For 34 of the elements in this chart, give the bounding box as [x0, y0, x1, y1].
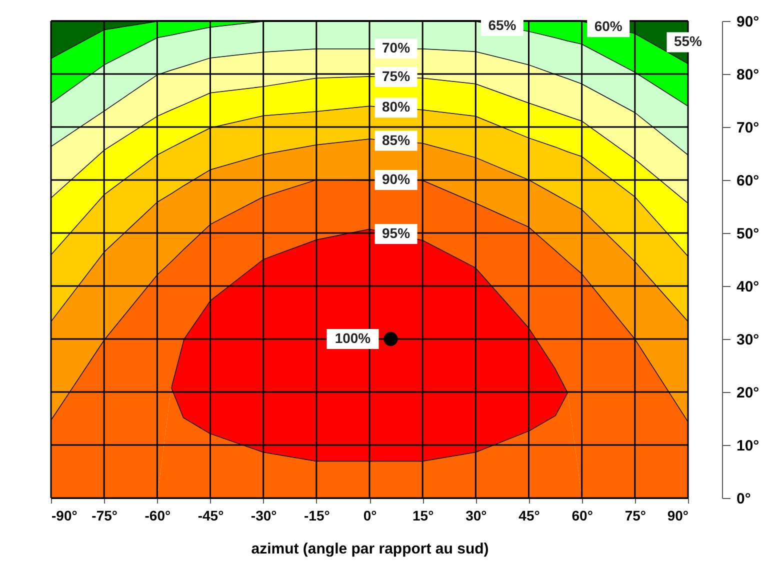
x-tick-label: -30° [250, 508, 277, 524]
x-axis-title: azimut (angle par rapport au sud) [251, 540, 489, 558]
x-tick-label: -15° [304, 508, 330, 524]
x-tick-label: -75° [92, 508, 118, 524]
x-tick-label: 60° [572, 508, 593, 524]
x-tick-label: 75° [624, 508, 646, 524]
annotation: 70% [382, 40, 411, 56]
x-tick-label: -60° [144, 508, 171, 524]
y-tick-label: 60° [736, 172, 760, 190]
annotation: 65% [488, 17, 517, 34]
y-tick-label: 70° [736, 120, 760, 136]
annotation: 80% [382, 98, 411, 115]
annotation: 60% [594, 18, 623, 34]
y-tick-label: 0° [736, 490, 751, 508]
annotation: 55% [674, 33, 703, 50]
annotation: 100% [334, 330, 372, 346]
y-tick-label: 20° [736, 384, 760, 402]
y-tick-label: 80° [736, 66, 760, 84]
x-tick-label: 90° [667, 508, 688, 524]
x-tick-label: -90° [52, 508, 78, 524]
x-tick-label: -45° [198, 508, 224, 524]
x-tick-label: 0° [363, 508, 377, 524]
annotation: 85% [382, 132, 411, 148]
annotation: 90% [382, 171, 411, 187]
annotation: 95% [382, 225, 411, 242]
x-tick-label: 15° [412, 508, 434, 524]
y-tick-label: 50° [736, 226, 760, 242]
x-tick-label: 45° [518, 508, 540, 524]
y-tick-label: 90° [736, 14, 760, 30]
y-tick-label: 40° [736, 278, 760, 296]
annotation: 75% [382, 68, 411, 84]
y-tick-label: 30° [736, 332, 760, 348]
x-tick-label: 30° [466, 508, 487, 524]
y-tick-label: 10° [736, 438, 760, 454]
